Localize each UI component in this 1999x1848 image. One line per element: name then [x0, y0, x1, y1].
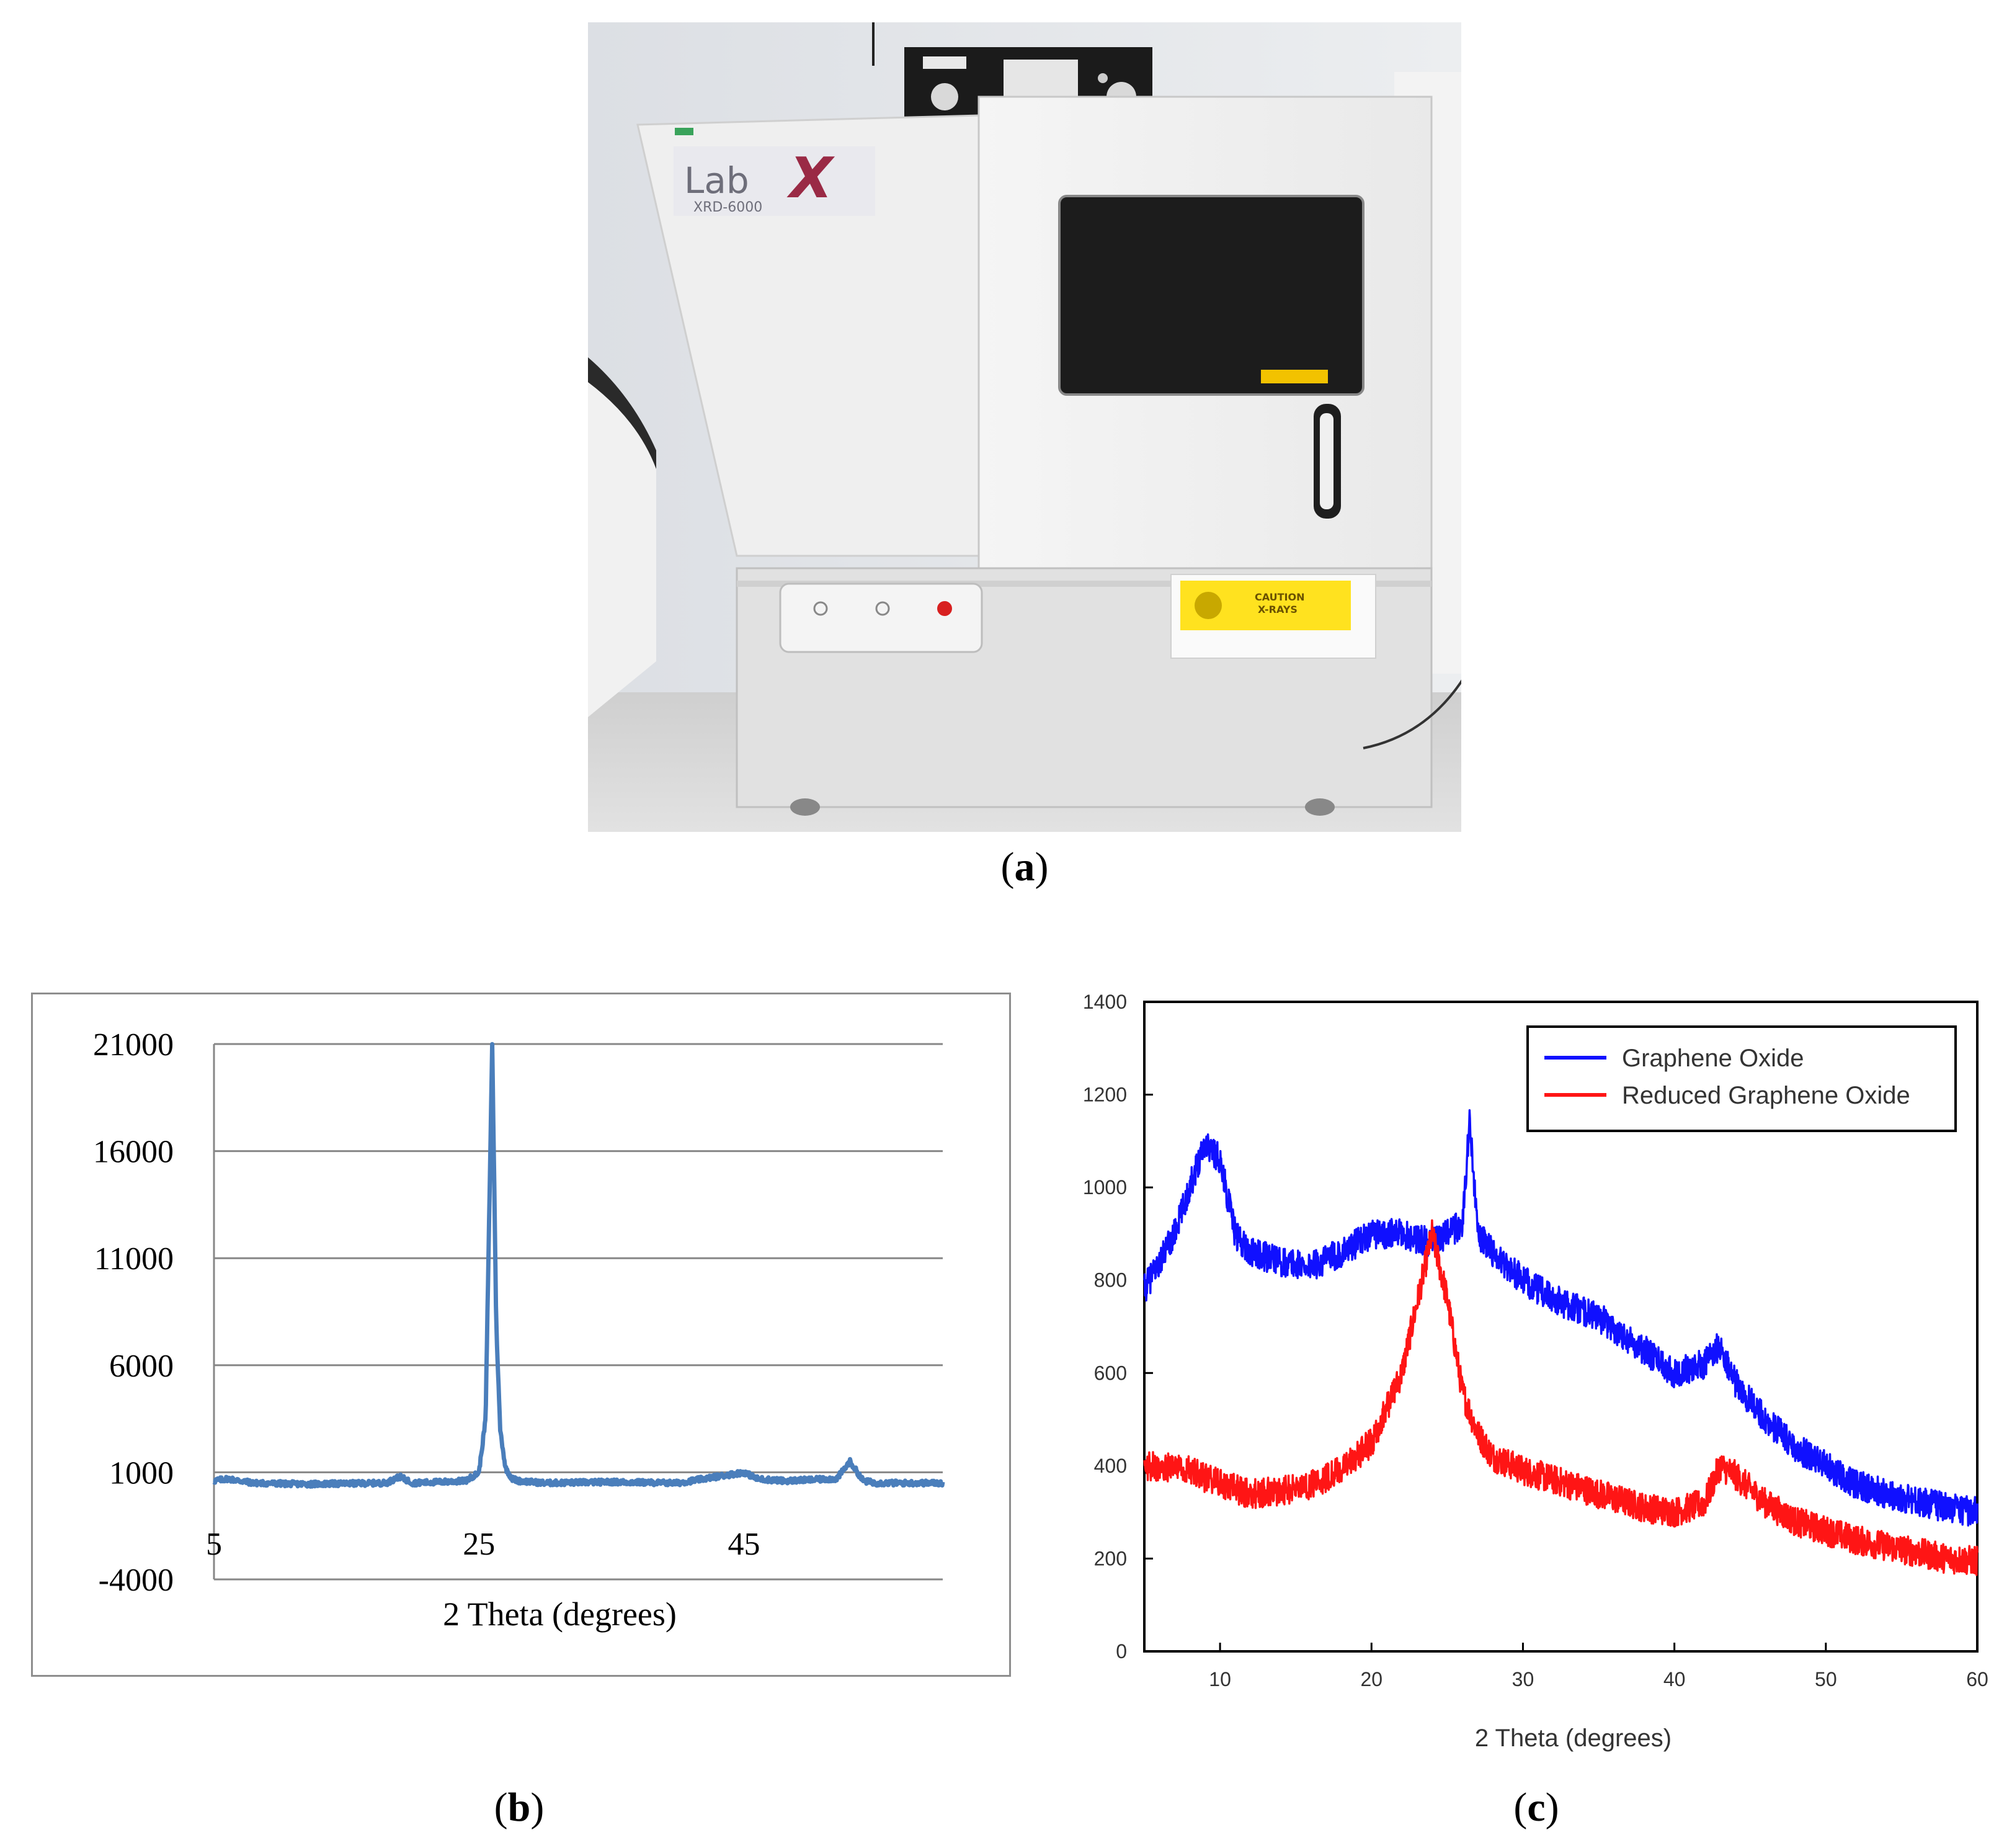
plot-frame-c	[1143, 1001, 1979, 1653]
button-panel	[779, 583, 983, 653]
y-tick-label-c: 200	[1094, 1547, 1127, 1569]
y-tick-label-c: 1200	[1083, 1084, 1127, 1106]
cabinet-seam	[737, 581, 1431, 587]
brand-mark: X	[786, 146, 835, 211]
x-tick-label-c: 60	[1966, 1668, 1988, 1690]
y-tick-label-c: 600	[1094, 1362, 1127, 1384]
x-tick-label-c: 40	[1663, 1668, 1686, 1690]
door-handle-inner	[1320, 413, 1333, 509]
y-tick-label-c: 0	[1116, 1640, 1127, 1663]
y-tick-label-c: 800	[1094, 1269, 1127, 1292]
y-tick-label-c: 400	[1094, 1455, 1127, 1477]
cable-right	[1363, 679, 1461, 749]
foot-right	[1305, 798, 1335, 816]
window-warning-sticker	[1261, 370, 1328, 383]
side-cabinet	[588, 370, 656, 717]
x-axis-label-c: 2 Theta (degrees)	[1475, 1725, 1672, 1752]
x-tick-label-c: 20	[1360, 1668, 1382, 1690]
x-tick-label-c: 50	[1815, 1668, 1837, 1690]
start-button	[875, 601, 890, 616]
legend-label-c: Graphene Oxide	[1622, 1045, 1804, 1072]
series-line-reduced-graphene-oxide	[1143, 1219, 1979, 1576]
panel-sticker	[675, 128, 693, 135]
legend-label-c: Reduced Graphene Oxide	[1622, 1082, 1910, 1109]
model-text: XRD-6000	[693, 200, 762, 215]
side-cabinet-trim	[588, 357, 656, 469]
y-tick-label-c: 1400	[1083, 991, 1127, 1013]
warning-text-1: CAUTION	[1255, 591, 1304, 603]
warning-text-2: X-RAYS	[1258, 604, 1298, 615]
x-tick-label-c: 30	[1512, 1668, 1534, 1690]
series-line-graphene-oxide	[1143, 1109, 1979, 1527]
caption-a: (a)	[1000, 844, 1049, 890]
caption-b: (b)	[494, 1785, 545, 1830]
foot-left	[790, 798, 820, 816]
top-knob-left	[931, 83, 958, 110]
emergency-button	[937, 601, 952, 616]
caption-c: (c)	[1513, 1785, 1559, 1830]
xrd-instrument-photo: Lab X XRD-6000 CAUTION X-RAYS	[588, 22, 1461, 832]
brand-text: Lab	[684, 159, 749, 202]
y-tick-label-c: 1000	[1083, 1176, 1127, 1199]
radiation-symbol	[1195, 592, 1222, 619]
top-label	[923, 56, 966, 69]
x-tick-label-c: 10	[1209, 1668, 1231, 1690]
viewing-window	[1058, 195, 1365, 396]
top-indicator	[1098, 73, 1108, 83]
labx-badge	[674, 146, 875, 216]
panel-b-frame	[31, 993, 1011, 1677]
xrd-instrument-illustration: Lab X XRD-6000 CAUTION X-RAYS	[588, 22, 1461, 832]
power-button	[813, 601, 828, 616]
legend-box-c	[1526, 1025, 1957, 1132]
